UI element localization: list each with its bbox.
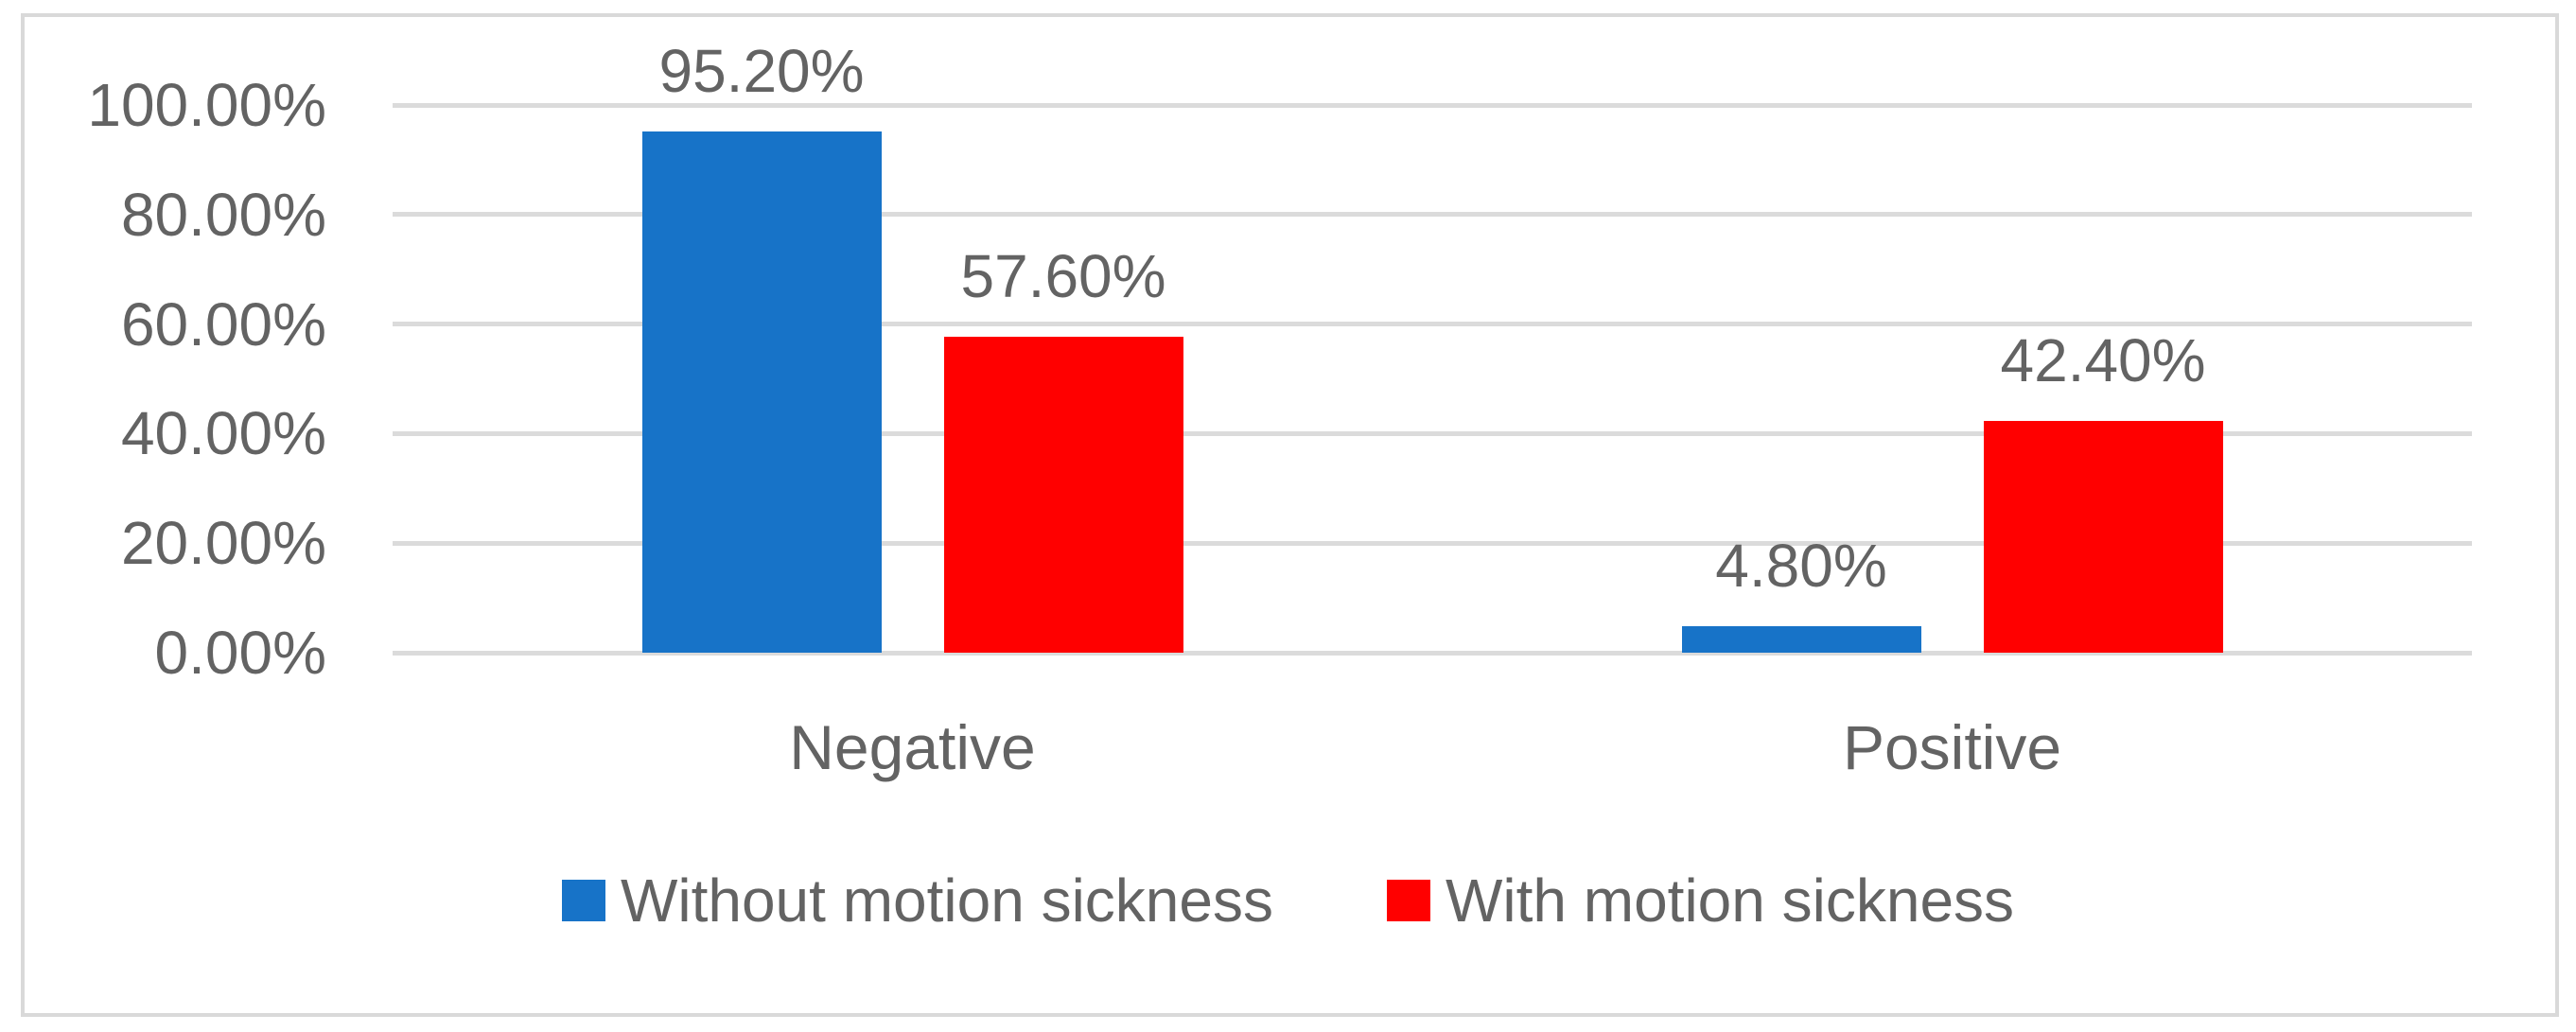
legend-swatch-icon [1386,880,1430,921]
y-axis-tick-label: 80.00% [120,180,326,249]
category-label-negative: Negative [789,712,1036,782]
gridline [393,430,2472,436]
data-label: 57.60% [960,242,1166,311]
y-axis-tick-label: 40.00% [120,399,326,468]
bar-positive-series-1 [1681,626,1921,653]
legend-swatch-icon [561,880,605,921]
y-axis-tick-label: 100.00% [87,71,326,139]
gridline [393,540,2472,546]
data-label: 95.20% [658,36,865,105]
category-label-positive: Positive [1842,712,2062,782]
bar-negative-series-2 [943,337,1183,653]
gridline [393,102,2472,108]
data-label: 42.40% [2000,325,2206,394]
legend-label: Without motion sickness [620,866,1273,935]
y-axis-tick-label: 20.00% [120,509,326,578]
bar-positive-series-2 [1983,420,2223,653]
legend-item-series-1: Without motion sickness [561,866,1273,936]
gridline [393,322,2472,327]
legend: Without motion sickness With motion sickn… [0,859,2576,942]
data-label: 4.80% [1715,532,1887,601]
legend-label: With motion sickness [1445,866,2015,935]
legend-item-series-2: With motion sickness [1386,866,2015,936]
gridline [393,212,2472,218]
y-axis-tick-label: 60.00% [120,289,326,359]
x-axis-line [393,650,2472,656]
bar-negative-series-1 [641,131,882,653]
y-axis-tick-label: 0.00% [154,619,326,687]
